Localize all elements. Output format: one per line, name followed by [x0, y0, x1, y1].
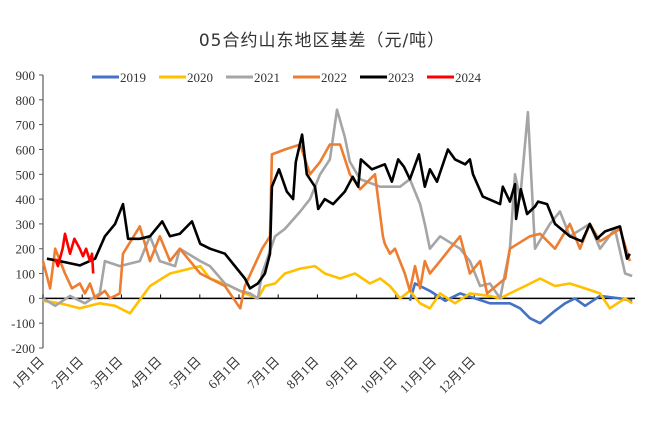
- x-tick-label: 10月1日: [357, 354, 400, 397]
- y-tick-label: 300: [16, 217, 36, 232]
- legend-label-2022: 2022: [321, 70, 347, 85]
- axes: 900 800 700 600 500 400 300 200 100 0 -100 -2001月1日…: [9, 68, 635, 396]
- series-line-2023: [46, 133, 631, 290]
- x-tick-label: 5月1日: [166, 354, 204, 392]
- x-tick-label: 2月1日: [48, 354, 86, 392]
- y-tick-label: 100: [16, 267, 36, 282]
- series-line-2020: [42, 264, 633, 315]
- legend-label-2021: 2021: [254, 70, 280, 85]
- y-tick-label: 900: [16, 68, 36, 83]
- legend-label-2019: 2019: [120, 70, 146, 85]
- y-tick-label: 200: [16, 242, 36, 257]
- x-tick-label: 7月1日: [244, 354, 282, 392]
- x-tick-label: 3月1日: [87, 354, 125, 392]
- legend-label-2024: 2024: [455, 70, 482, 85]
- y-tick-label: 800: [16, 93, 36, 108]
- series-lines: [41, 108, 633, 325]
- x-tick-label: 4月1日: [127, 354, 165, 392]
- legend-label-2020: 2020: [187, 70, 213, 85]
- x-tick-label: 6月1日: [205, 354, 243, 392]
- x-tick-label: 12月1日: [436, 354, 479, 397]
- x-tick-label: 9月1日: [323, 354, 361, 392]
- legend: 2019 2020 2021 2022 2023 2024: [92, 70, 482, 85]
- y-tick-label: 500: [16, 167, 36, 182]
- series-line-2022: [41, 143, 632, 310]
- y-tick-label: -200: [11, 341, 35, 356]
- series-line-2024: [53, 232, 95, 274]
- series-line-2021: [42, 108, 633, 308]
- y-tick-label: 0: [29, 291, 36, 306]
- x-tick-label: 8月1日: [283, 354, 321, 392]
- series-line-2019: [408, 282, 633, 325]
- y-tick-label: -100: [11, 316, 35, 331]
- chart-title: 05合约山东地区基差（元/吨）: [199, 31, 445, 51]
- y-tick-label: 600: [16, 142, 36, 157]
- y-tick-label: 400: [16, 192, 36, 207]
- x-tick-label: 1月1日: [9, 354, 47, 392]
- y-tick-label: 700: [16, 118, 36, 133]
- legend-label-2023: 2023: [388, 70, 414, 85]
- x-tick-label: 11月1日: [397, 354, 439, 396]
